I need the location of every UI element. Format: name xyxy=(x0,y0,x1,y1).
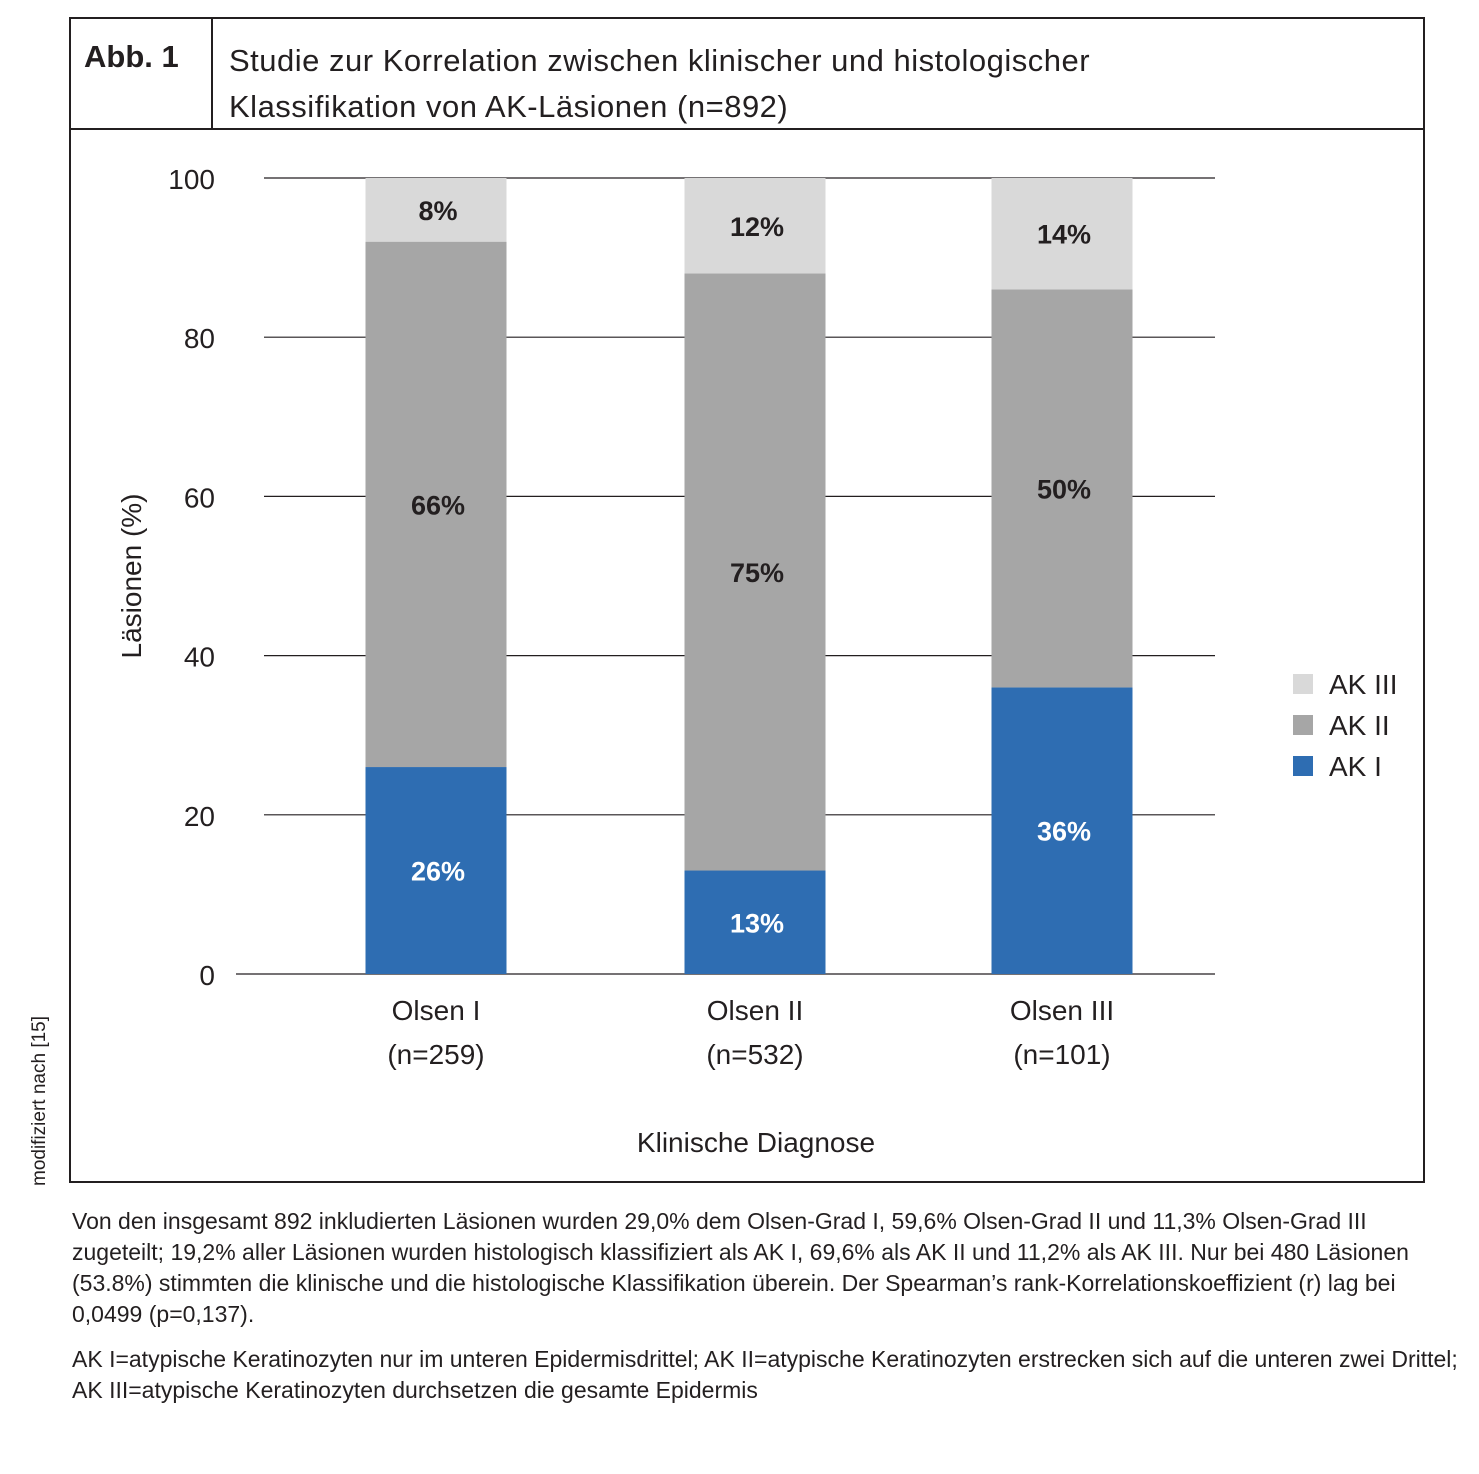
x-tick-sublabel-3: (n=101) xyxy=(1013,1039,1110,1070)
x-tick-label-3: Olsen III xyxy=(1010,995,1114,1026)
y-tick-label-40: 40 xyxy=(184,642,215,673)
data-label-ak-i-1: 26% xyxy=(411,857,465,887)
data-label-ak-i-2: 13% xyxy=(730,908,784,938)
caption-note: AK I=atypische Keratinozyten nur im unte… xyxy=(72,1346,1458,1403)
bar-ak-i-2 xyxy=(684,870,826,974)
figure-title-line-1: Studie zur Korrelation zwischen klinisch… xyxy=(229,43,1091,78)
data-label-ak-i-3: 36% xyxy=(1037,817,1091,847)
bar-ak-i-3 xyxy=(991,687,1133,974)
y-tick-label-80: 80 xyxy=(184,323,215,354)
x-tick-label-2: Olsen II xyxy=(707,995,803,1026)
legend-label-ak-ii: AK II xyxy=(1329,710,1390,741)
x-tick-sublabel-1: (n=259) xyxy=(387,1039,484,1070)
figure-title: Studie zur Korrelation zwischen klinisch… xyxy=(229,38,1379,130)
data-label-ak-ii-3: 50% xyxy=(1037,474,1091,504)
y-tick-label-0: 0 xyxy=(199,960,215,991)
figure-frame: Abb. 1 Studie zur Korrelation zwischen k… xyxy=(69,17,1425,1183)
data-label-ak-ii-2: 75% xyxy=(730,558,784,588)
bar-ak-ii-2 xyxy=(684,273,826,871)
y-axis-title: Läsionen (%) xyxy=(116,494,147,659)
legend-label-ak-i: AK I xyxy=(1329,751,1382,782)
legend-label-ak-iii: AK III xyxy=(1329,669,1397,700)
legend-swatch-ak-ii xyxy=(1293,715,1313,735)
data-label-ak-iii-2: 12% xyxy=(730,212,784,242)
source-credit: modifiziert nach [15] xyxy=(29,1015,50,1186)
data-label-ak-iii-1: 8% xyxy=(418,196,457,226)
y-tick-label-60: 60 xyxy=(184,482,215,513)
bar-ak-ii-3 xyxy=(991,289,1133,688)
x-tick-label-1: Olsen I xyxy=(392,995,481,1026)
bar-ak-iii-3 xyxy=(991,178,1133,290)
legend-swatch-ak-iii xyxy=(1293,674,1313,694)
y-tick-label-100: 100 xyxy=(168,164,215,195)
figure-label: Abb. 1 xyxy=(71,19,213,128)
bar-ak-i-1 xyxy=(365,767,507,974)
legend-swatch-ak-i xyxy=(1293,756,1313,776)
bar-ak-iii-2 xyxy=(684,178,826,274)
x-tick-sublabel-2: (n=532) xyxy=(706,1039,803,1070)
x-axis-title: Klinische Diagnose xyxy=(637,1127,875,1158)
bar-ak-ii-1 xyxy=(365,241,507,768)
figure-header: Abb. 1 Studie zur Korrelation zwischen k… xyxy=(71,19,1423,130)
caption-main: Von den insgesamt 892 inkludierten Läsio… xyxy=(72,1208,1409,1327)
figure-title-line-2: Klassifikation von AK-Läsionen (n=892) xyxy=(229,89,789,124)
data-label-ak-iii-3: 14% xyxy=(1037,220,1091,250)
y-tick-label-20: 20 xyxy=(184,801,215,832)
data-label-ak-ii-1: 66% xyxy=(411,490,465,520)
bar-ak-iii-1 xyxy=(365,178,507,242)
figure-caption: Von den insgesamt 892 inkludierten Läsio… xyxy=(72,1206,1462,1406)
